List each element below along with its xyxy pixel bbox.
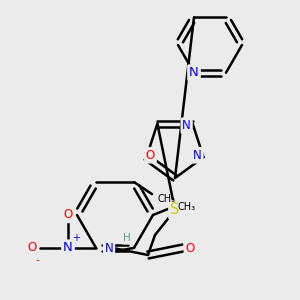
Text: N: N xyxy=(105,242,113,254)
Text: N: N xyxy=(189,66,199,79)
Text: CH₃: CH₃ xyxy=(157,194,175,204)
Text: O: O xyxy=(27,242,37,254)
Text: O: O xyxy=(63,208,73,221)
Text: S: S xyxy=(170,202,180,217)
Text: N: N xyxy=(193,149,202,162)
Text: +: + xyxy=(72,233,80,243)
Text: N: N xyxy=(182,119,191,132)
Text: O: O xyxy=(185,242,195,254)
Text: H: H xyxy=(123,233,131,243)
Text: N: N xyxy=(63,242,73,254)
Text: CH₃: CH₃ xyxy=(178,202,196,212)
Text: -: - xyxy=(35,255,39,265)
Text: O: O xyxy=(146,149,155,162)
